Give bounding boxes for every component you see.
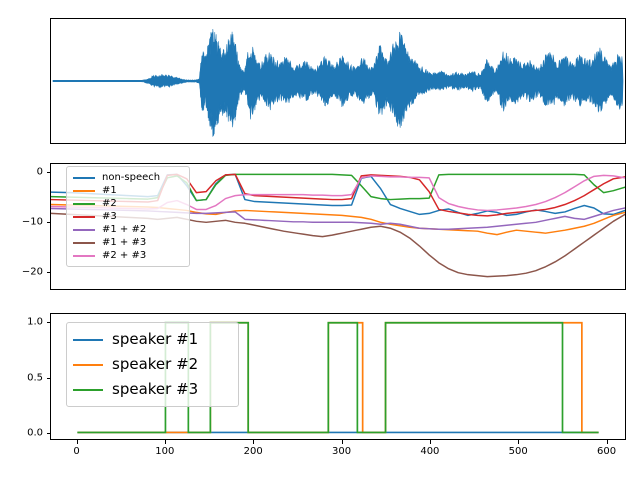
legend-likelihood-label: #1 + #2 <box>102 224 147 235</box>
legend-likelihood-label: #2 + #3 <box>102 250 147 261</box>
ytick-mark-activity-0 <box>46 433 50 434</box>
xtick-label-activity-5: 500 <box>508 446 528 457</box>
legend-color-swatch-icon <box>73 241 95 244</box>
legend-likelihood-item-1[interactable]: #1 <box>73 184 183 197</box>
xtick-mark-activity-0 <box>77 440 78 444</box>
ytick-label-likelihood-2: −20 <box>21 266 43 278</box>
legend-activity-item-2[interactable]: speaker #3 <box>73 377 232 402</box>
xtick-mark-activity-6 <box>607 440 608 444</box>
xtick-mark-activity-4 <box>430 440 431 444</box>
ytick-label-activity-0: 0.0 <box>27 427 43 439</box>
legend-activity-label: speaker #3 <box>112 380 199 398</box>
ytick-mark-likelihood-0 <box>46 172 50 173</box>
ytick-label-likelihood-0: 0 <box>36 166 43 178</box>
legend-color-swatch-icon <box>73 176 95 179</box>
legend-color-swatch-icon <box>73 228 95 231</box>
speaker-activity-legend: speaker #1 speaker #2 speaker #3 <box>66 322 239 407</box>
legend-likelihood-label: #2 <box>102 198 117 209</box>
ytick-label-likelihood-1: −10 <box>21 216 43 228</box>
legend-likelihood-item-3[interactable]: #3 <box>73 210 183 223</box>
legend-likelihood-label: #3 <box>102 211 117 222</box>
xtick-label-activity-0: 0 <box>73 446 80 457</box>
xtick-label-activity-4: 400 <box>420 446 440 457</box>
xtick-mark-activity-2 <box>253 440 254 444</box>
legend-likelihood-item-2[interactable]: #2 <box>73 197 183 210</box>
legend-likelihood-item-5[interactable]: #1 + #3 <box>73 236 183 249</box>
xtick-label-activity-6: 600 <box>597 446 617 457</box>
xtick-label-activity-2: 200 <box>243 446 263 457</box>
legend-activity-item-1[interactable]: speaker #2 <box>73 352 232 377</box>
ytick-mark-likelihood-2 <box>46 272 50 273</box>
legend-color-swatch-icon <box>73 215 95 218</box>
legend-likelihood-item-6[interactable]: #2 + #3 <box>73 249 183 262</box>
ytick-mark-activity-1 <box>46 378 50 379</box>
legend-color-swatch-icon <box>73 363 103 366</box>
legend-likelihood-label: #1 <box>102 185 117 196</box>
ytick-mark-activity-2 <box>46 322 50 323</box>
legend-likelihood-item-0[interactable]: non-speech <box>73 171 183 184</box>
legend-likelihood-label: #1 + #3 <box>102 237 147 248</box>
xtick-label-activity-3: 300 <box>331 446 352 457</box>
ytick-label-activity-2: 1.0 <box>27 316 43 328</box>
ytick-mark-likelihood-1 <box>46 222 50 223</box>
waveform-plot <box>52 29 624 137</box>
legend-activity-label: speaker #1 <box>112 330 199 348</box>
legend-likelihood-item-4[interactable]: #1 + #2 <box>73 223 183 236</box>
log-likelihood-legend: non-speech #1 #2 #3 #1 + #2 #1 + #3 #2 + #3 <box>66 166 190 267</box>
xtick-mark-activity-3 <box>342 440 343 444</box>
waveform-envelope <box>52 29 624 137</box>
legend-activity-label: speaker #2 <box>112 355 199 373</box>
xtick-mark-activity-5 <box>518 440 519 444</box>
waveform-panel <box>50 18 626 144</box>
legend-color-swatch-icon <box>73 189 95 192</box>
xtick-label-activity-1: 100 <box>155 446 175 457</box>
xtick-mark-activity-1 <box>165 440 166 444</box>
legend-activity-item-0[interactable]: speaker #1 <box>73 327 232 352</box>
legend-likelihood-label: non-speech <box>102 172 161 183</box>
ytick-label-activity-1: 0.5 <box>27 372 43 384</box>
legend-color-swatch-icon <box>73 388 103 391</box>
legend-color-swatch-icon <box>73 338 103 341</box>
legend-color-swatch-icon <box>73 202 95 205</box>
legend-color-swatch-icon <box>73 254 95 257</box>
